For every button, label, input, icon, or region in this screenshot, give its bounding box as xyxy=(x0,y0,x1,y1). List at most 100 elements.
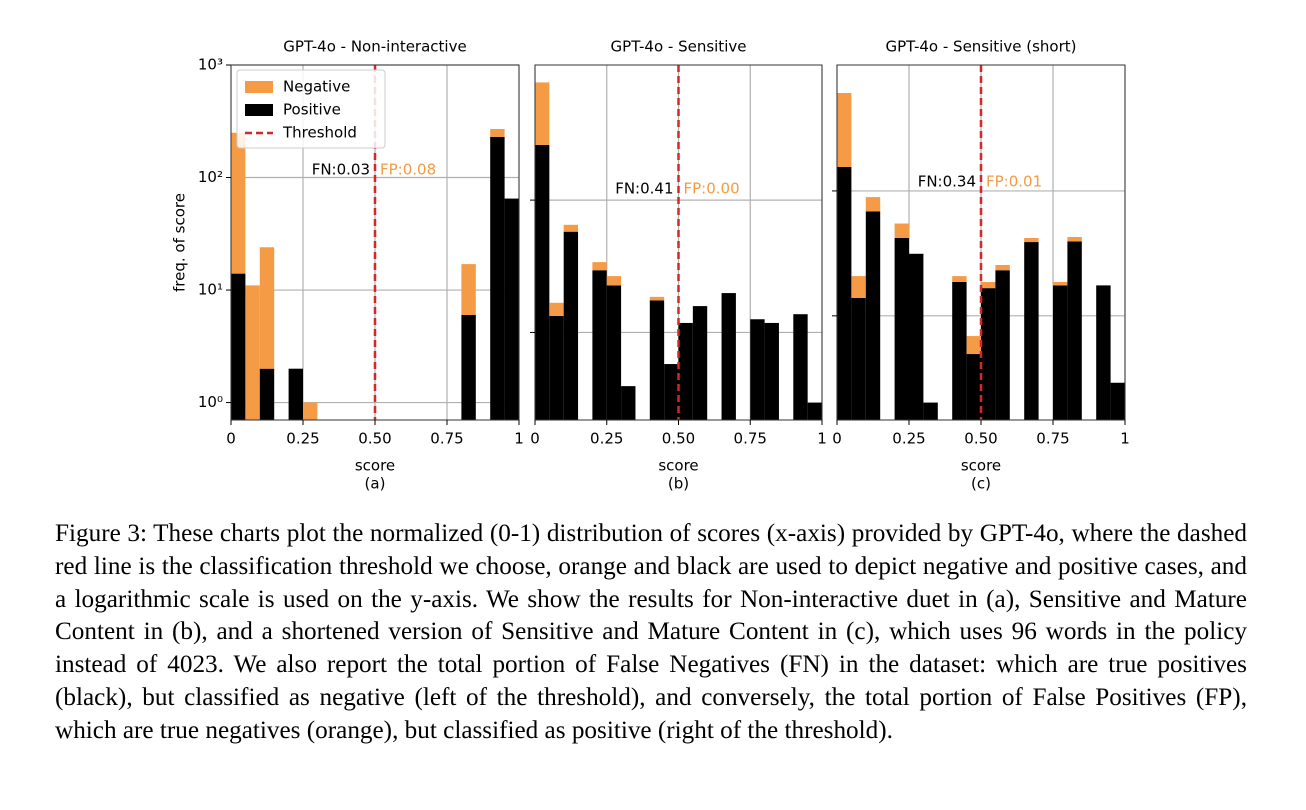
x-axis-label: score xyxy=(961,457,1001,475)
bar-segment xyxy=(606,276,622,286)
bar-segment xyxy=(894,223,909,239)
bar-segment xyxy=(952,281,967,420)
bar-segment xyxy=(678,322,693,420)
legend-label: Threshold xyxy=(282,124,357,142)
fp-label: FP:0.01 xyxy=(986,173,1042,191)
bar-segment xyxy=(259,247,275,369)
bar-segment xyxy=(549,302,564,316)
bar-segment xyxy=(837,92,852,168)
legend-swatch xyxy=(245,104,273,116)
x-tick-label: 1 xyxy=(1120,430,1130,448)
bar-segment xyxy=(1096,285,1111,420)
fn-label: FN:0.34 xyxy=(918,173,976,191)
bar-segment xyxy=(837,167,852,420)
y-tick-label: 10⁰ xyxy=(198,393,223,411)
x-tick-label: 0.75 xyxy=(430,430,463,448)
x-tick-label: 0.75 xyxy=(1036,430,1069,448)
x-axis-label: score xyxy=(658,457,698,475)
panel-label: (b) xyxy=(668,475,689,493)
bar-segment xyxy=(1067,241,1082,420)
bar-segment xyxy=(923,402,938,420)
bar-segment xyxy=(563,224,579,232)
fn-label: FN:0.41 xyxy=(615,180,673,198)
bar-segment xyxy=(621,386,636,420)
bar-segment xyxy=(793,314,808,420)
bar-segment xyxy=(865,197,881,212)
bar-segment xyxy=(1053,285,1068,420)
bar-segment xyxy=(231,132,246,274)
y-tick-label: 10² xyxy=(198,168,223,186)
bar-segment xyxy=(894,238,909,420)
bar-segment xyxy=(692,306,708,420)
bar-segment xyxy=(490,136,505,420)
legend-swatch xyxy=(245,81,273,93)
x-tick-label: 0.75 xyxy=(734,430,767,448)
bar-segment xyxy=(750,319,765,420)
y-axis-label: freq. of score xyxy=(171,193,189,292)
bar-segment xyxy=(664,364,679,420)
bar-segment xyxy=(288,368,303,420)
bar-segment xyxy=(649,300,665,420)
bar-segment xyxy=(807,402,822,420)
bar-segment xyxy=(461,264,476,316)
bar-segment xyxy=(1024,242,1039,420)
bar-segment xyxy=(245,285,260,420)
fp-label: FP:0.00 xyxy=(684,180,740,198)
bar-segment xyxy=(851,297,866,420)
y-tick-label: 10¹ xyxy=(198,281,223,299)
fp-label: FP:0.08 xyxy=(380,161,436,179)
y-tick-label: 10³ xyxy=(198,56,223,74)
bar-segment xyxy=(231,273,246,420)
bar-segment xyxy=(995,270,1010,420)
bar-segment xyxy=(563,231,579,420)
legend-box xyxy=(236,69,386,149)
bar-segment xyxy=(649,296,665,301)
panel-label: (c) xyxy=(971,475,991,493)
bar-segment xyxy=(549,315,564,420)
x-tick-label: 0.25 xyxy=(590,430,623,448)
bar-segment xyxy=(865,211,881,420)
bar-segment xyxy=(535,144,550,421)
bar-segment xyxy=(909,253,924,420)
bar-segment xyxy=(981,288,996,420)
bar-segment xyxy=(303,402,318,420)
chart-title: GPT-4o - Sensitive xyxy=(611,38,747,56)
figure: GPT-4o - Non-interactive FN:0.03 FP:0.08 0 0… xyxy=(171,38,1130,493)
bar-segment xyxy=(952,276,967,282)
legend-label: Positive xyxy=(283,101,341,119)
x-tick-label: 0 xyxy=(832,430,842,448)
x-tick-label: 0 xyxy=(530,430,540,448)
bar-segment xyxy=(592,270,607,420)
bar-segment xyxy=(1110,382,1125,420)
bar-segment xyxy=(504,198,519,420)
bar-segment xyxy=(1067,237,1082,242)
bar-segment xyxy=(592,262,607,271)
x-tick-label: 0 xyxy=(226,430,236,448)
x-axis-label: score xyxy=(355,457,395,475)
legend-label: Negative xyxy=(283,78,350,96)
x-tick-label: 1 xyxy=(817,430,827,448)
bar-segment xyxy=(764,322,779,420)
fn-label: FN:0.03 xyxy=(312,161,370,179)
x-tick-label: 0.25 xyxy=(892,430,925,448)
chart-title: GPT-4o - Non-interactive xyxy=(283,38,466,56)
bar-segment xyxy=(606,285,622,420)
bar-segment xyxy=(461,315,476,420)
bar-segment xyxy=(966,336,981,355)
caption: Figure 3: These charts plot the normaliz… xyxy=(55,520,1247,744)
bar-segment xyxy=(995,264,1010,271)
chart-title: GPT-4o - Sensitive (short) xyxy=(886,38,1077,56)
x-tick-label: 0.50 xyxy=(964,430,997,448)
bar-segment xyxy=(259,368,275,420)
bar-segment xyxy=(1024,238,1039,243)
x-tick-label: 1 xyxy=(514,430,524,448)
bar-segment xyxy=(490,128,505,137)
x-tick-label: 0.50 xyxy=(358,430,391,448)
bar-segment xyxy=(851,276,866,298)
bar-segment xyxy=(535,82,550,145)
x-tick-label: 0.50 xyxy=(662,430,695,448)
panel-label: (a) xyxy=(365,475,386,493)
bar-segment xyxy=(966,354,981,420)
x-tick-label: 0.25 xyxy=(286,430,319,448)
